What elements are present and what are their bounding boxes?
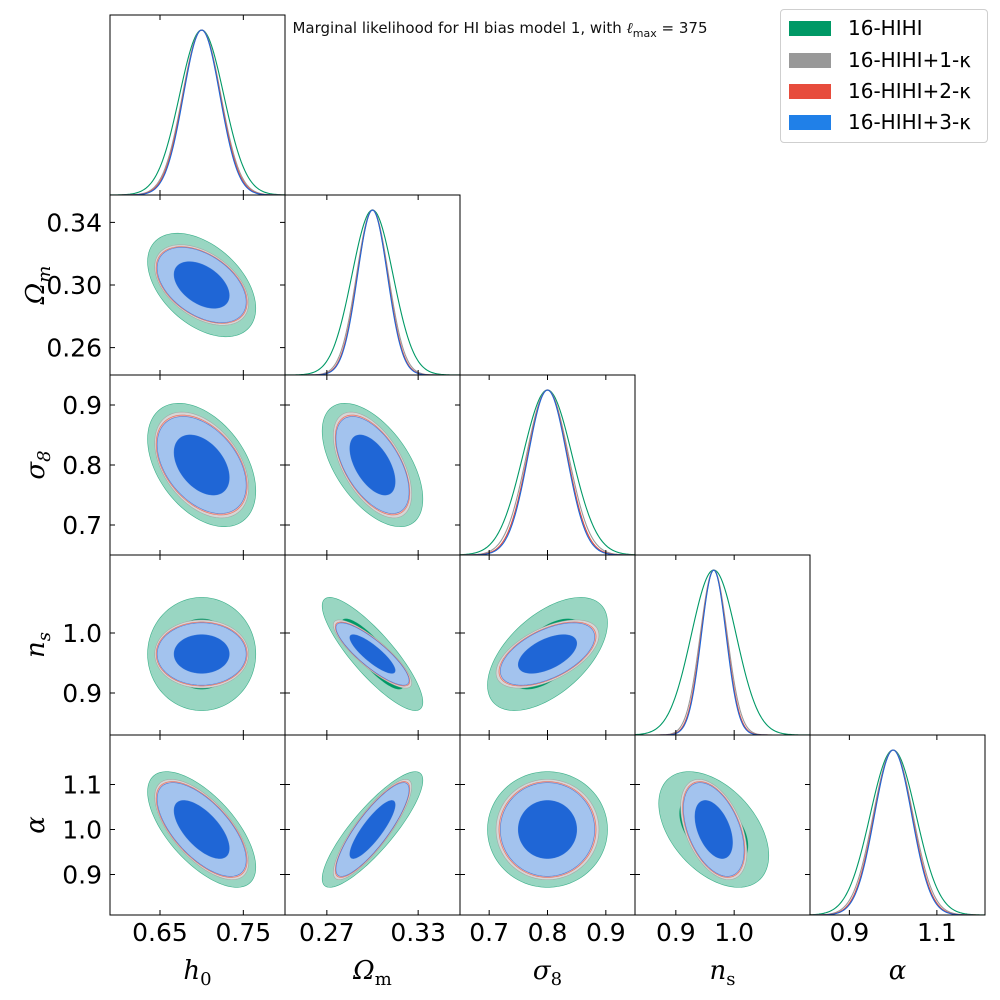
y-tick-label: 0.7 [62,511,102,540]
x-tick-label: 0.75 [215,918,271,947]
contour [517,800,578,859]
marginal-curve [460,389,635,555]
contour-panel [658,771,770,888]
x-axis-label: h0 [183,956,211,990]
contour-panel [487,771,608,888]
legend-item: 16-HIHI [789,15,923,41]
y-tick-label: 0.30 [46,271,102,300]
marginal-curve [285,209,460,375]
panel-frame [284,194,461,376]
y-axis-label: σ8 [21,450,55,479]
marginal-curve [810,749,985,915]
marginal-panel [285,209,460,375]
contour [173,261,230,309]
contour-panel [487,597,608,711]
contour [349,800,396,859]
x-tick-label: 1.1 [917,918,957,947]
legend-item: 16-HIHI+1-κ [789,47,971,73]
chart-title: Marginal likelihood for HI bias model 1,… [292,19,708,40]
contour-panel [147,597,257,711]
y-axis-label: Ωm [21,266,55,306]
contour-panel [321,771,424,888]
y-axis-label: α [21,816,51,834]
x-axis-label: Ωm [352,956,392,990]
legend-item: 16-HIHI+2-κ [789,78,971,104]
marginal-panel [460,389,635,555]
contour [349,434,396,496]
y-axis-label: ns [21,632,55,658]
marginal-curve [285,209,460,375]
legend-label: 16-HIHI+1-κ [848,48,972,72]
marginal-curve [810,749,985,915]
marginal-curve [460,389,635,555]
legend-swatch [789,83,831,99]
x-tick-label: 0.9 [586,918,626,947]
marginal-curve [110,29,285,195]
marginal-curve [110,29,285,195]
marginal-curve [285,209,460,375]
marginal-curve [110,29,285,195]
x-tick-label: 0.9 [656,918,696,947]
y-tick-label: 1.1 [62,771,102,800]
y-tick-label: 0.9 [62,391,102,420]
x-axis-label: σ8 [533,956,562,990]
panel-frame [809,734,986,916]
legend-label: 16-HIHI+3-κ [848,110,972,134]
marginal-curve [635,569,810,735]
marginal-panel [810,749,985,915]
y-tick-label: 0.9 [62,679,102,708]
x-tick-label: 0.7 [469,918,509,947]
contour [694,800,733,859]
y-tick-label: 1.0 [62,816,102,845]
contour [173,434,230,496]
contour-panel [147,402,257,528]
contour-panel [321,402,424,528]
marginal-panel [110,29,285,195]
x-tick-label: 0.9 [829,918,869,947]
legend-swatch [789,20,831,36]
contour [349,634,396,674]
legend-item: 16-HIHI+3-κ [789,109,971,135]
legend-label: 16-HIHI [848,16,923,40]
x-tick-label: 0.65 [132,918,188,947]
contour-panel [321,597,424,711]
marginal-curve [810,749,985,915]
panel-frame [459,374,636,556]
contour-panel [147,232,257,338]
marginal-curve [635,569,810,735]
marginal-panel [635,569,810,735]
marginal-curve [460,389,635,555]
legend-swatch [789,114,831,130]
marginal-curve [810,749,985,915]
contour [173,800,230,859]
legend: 16-HIHI 16-HIHI+1-κ 16-HIHI+2-κ 16-HIHI+… [780,9,988,143]
contour-panel [147,771,257,888]
marginal-curve [635,569,810,735]
y-tick-label: 0.26 [46,334,102,363]
legend-swatch [789,52,831,68]
x-tick-label: 1.0 [714,918,754,947]
y-tick-label: 0.9 [62,861,102,890]
legend-label: 16-HIHI+2-κ [848,79,972,103]
contour [517,634,578,674]
x-axis-label: ns [710,956,736,990]
marginal-curve [110,29,285,195]
x-tick-label: 0.8 [528,918,568,947]
x-tick-label: 0.33 [390,918,446,947]
y-tick-label: 0.34 [46,208,102,237]
contour [173,634,230,674]
x-axis-label: α [889,956,907,986]
x-tick-label: 0.27 [299,918,355,947]
marginal-curve [460,389,635,555]
y-tick-label: 0.8 [62,451,102,480]
marginal-curve [285,209,460,375]
y-tick-label: 1.0 [62,619,102,648]
marginal-curve [635,569,810,735]
panel-frame [109,14,286,196]
